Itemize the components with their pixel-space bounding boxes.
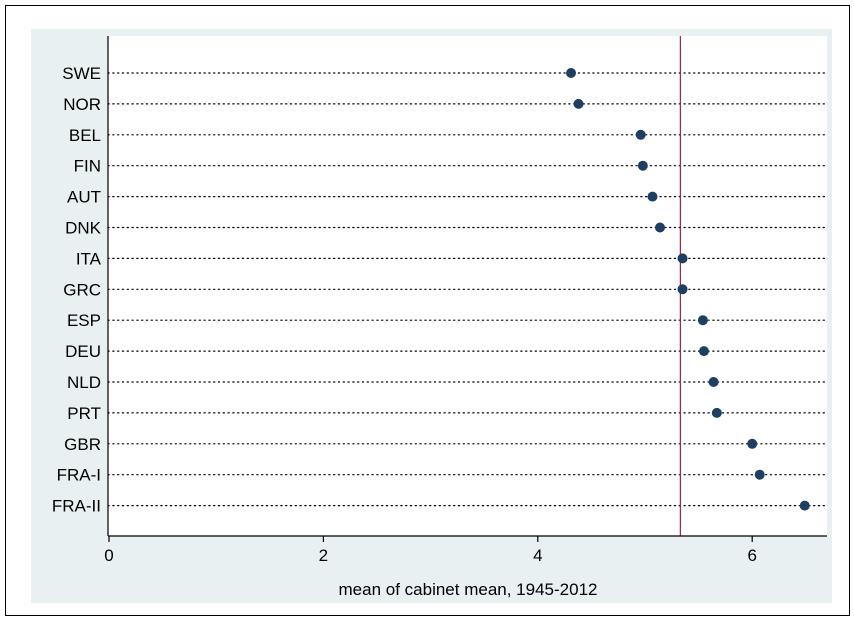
data-point-ita <box>677 253 688 264</box>
y-label-dnk: DNK <box>65 219 102 238</box>
data-point-bel <box>635 129 646 140</box>
plot-area <box>108 36 827 536</box>
y-label-prt: PRT <box>67 404 101 423</box>
y-label-aut: AUT <box>67 188 101 207</box>
data-point-dnk <box>655 222 666 233</box>
y-label-fra-i: FRA-I <box>57 466 101 485</box>
x-tick-label-6: 6 <box>747 546 756 565</box>
y-label-nld: NLD <box>67 373 101 392</box>
x-tick-label-0: 0 <box>104 546 113 565</box>
data-points <box>566 68 810 511</box>
x-axis-ticks: 0 2 4 6 <box>104 536 757 565</box>
data-point-swe <box>566 68 577 78</box>
grid-lines <box>107 72 828 507</box>
data-point-prt <box>711 407 722 418</box>
y-label-fra-ii: FRA-II <box>52 497 101 516</box>
y-axis-labels: SWE NOR BEL FIN AUT DNK ITA GRC ESP DEU NLD PRT GBR F… <box>52 64 102 516</box>
x-tick-label-2: 2 <box>319 546 328 565</box>
axes <box>107 36 827 537</box>
y-label-swe: SWE <box>62 64 101 83</box>
data-point-nor <box>573 98 584 109</box>
data-point-esp <box>697 315 708 326</box>
data-point-fra-i <box>754 469 765 480</box>
y-label-bel: BEL <box>69 126 101 145</box>
data-point-grc <box>677 284 688 295</box>
y-label-nor: NOR <box>63 95 101 114</box>
data-point-fra-ii <box>799 500 810 511</box>
y-label-fin: FIN <box>74 157 101 176</box>
y-label-esp: ESP <box>67 311 101 330</box>
data-point-aut <box>647 191 658 202</box>
y-label-deu: DEU <box>65 342 101 361</box>
y-label-ita: ITA <box>76 249 102 268</box>
data-point-gbr <box>747 438 758 449</box>
data-point-deu <box>698 346 709 357</box>
x-tick-label-4: 4 <box>533 546 542 565</box>
y-label-grc: GRC <box>63 280 101 299</box>
dot-plot-chart: SWE NOR BEL FIN AUT DNK ITA GRC ESP DEU NLD PRT GBR F… <box>31 29 832 603</box>
data-point-fin <box>637 160 648 171</box>
figure-frame: SWE NOR BEL FIN AUT DNK ITA GRC ESP DEU NLD PRT GBR F… <box>5 5 850 616</box>
y-label-gbr: GBR <box>64 435 101 454</box>
data-point-nld <box>708 377 719 387</box>
x-axis-title: mean of cabinet mean, 1945-2012 <box>339 580 598 599</box>
